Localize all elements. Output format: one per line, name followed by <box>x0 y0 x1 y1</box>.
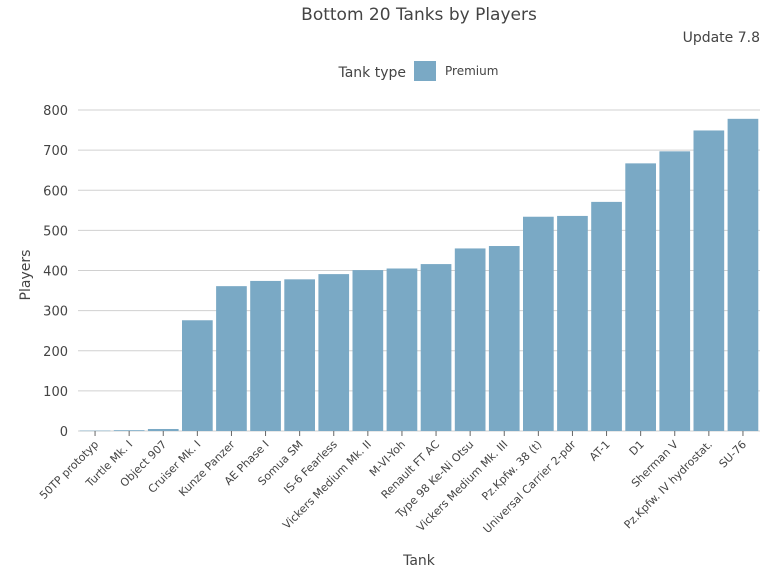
y-tick-label: 300 <box>43 305 68 320</box>
bar[interactable] <box>318 274 350 431</box>
x-axis-label: Tank <box>402 553 436 569</box>
bar[interactable] <box>693 130 725 431</box>
y-tick-label: 600 <box>43 184 68 199</box>
bar[interactable] <box>352 270 384 431</box>
bar[interactable] <box>557 215 588 431</box>
bar[interactable] <box>727 118 759 431</box>
bar[interactable] <box>454 248 486 431</box>
legend-swatch-premium[interactable] <box>414 61 436 81</box>
y-axis: 0 100 200 300 400 500 600 700 800 <box>43 104 68 440</box>
x-tick-label: Pz.Kpfw. 38 (t) <box>479 438 544 503</box>
bar[interactable] <box>659 151 691 432</box>
bar[interactable] <box>250 280 281 431</box>
bar[interactable] <box>625 163 656 431</box>
bar[interactable] <box>147 428 179 431</box>
y-tick-label: 500 <box>43 224 68 239</box>
bar[interactable] <box>113 430 145 431</box>
bar[interactable] <box>182 320 213 431</box>
y-axis-label: Players <box>18 250 34 301</box>
x-tick-label: D1 <box>627 438 647 458</box>
bar[interactable] <box>488 246 520 431</box>
x-tick-label: SU-76 <box>717 438 750 471</box>
y-tick-label: 200 <box>43 345 68 360</box>
x-tick-label: 50TP prototyp <box>37 438 101 502</box>
legend: Tank type Premium <box>337 61 498 81</box>
chart-title: Bottom 20 Tanks by Players <box>301 5 537 25</box>
bar[interactable] <box>591 201 622 431</box>
bar[interactable] <box>79 430 111 432</box>
y-tick-label: 100 <box>43 385 68 400</box>
legend-label-premium: Premium <box>445 64 498 78</box>
bars <box>79 118 759 432</box>
chart-subtitle: Update 7.8 <box>683 30 760 46</box>
gridlines <box>78 109 760 432</box>
y-tick-label: 800 <box>43 104 68 119</box>
bar[interactable] <box>386 268 418 431</box>
y-tick-label: 0 <box>60 425 68 440</box>
bar[interactable] <box>216 286 247 431</box>
legend-title: Tank type <box>337 65 406 81</box>
y-tick-label: 400 <box>43 265 68 280</box>
bar[interactable] <box>284 279 315 431</box>
x-tick-label: AT-1 <box>587 438 613 464</box>
bar[interactable] <box>523 216 554 431</box>
y-tick-label: 700 <box>43 144 68 159</box>
bar[interactable] <box>420 264 452 431</box>
